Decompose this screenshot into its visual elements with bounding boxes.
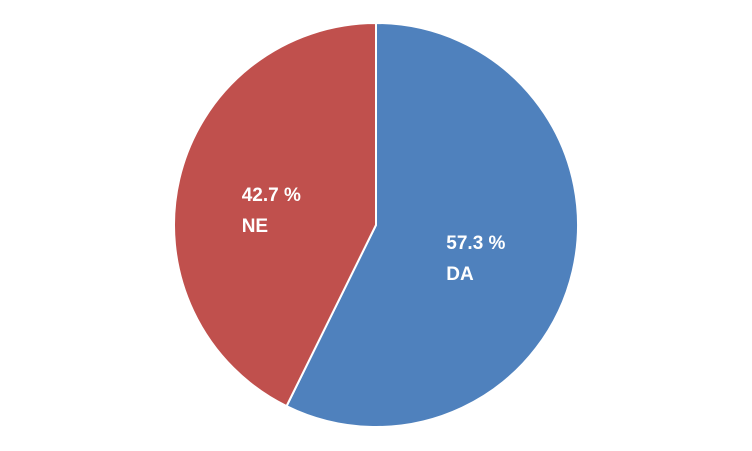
slice-category-label-ne: NE	[242, 216, 268, 237]
pie-slice-da	[285, 21, 579, 428]
slice-value-label-da: 57.3 %	[446, 233, 505, 254]
pie-slice-ne	[173, 21, 377, 408]
pie-labels: 57.3 % DA 42.7 % NE	[242, 185, 506, 285]
slice-category-label-da: DA	[446, 264, 474, 285]
slice-value-label-ne: 42.7 %	[242, 185, 301, 206]
pie-slices	[173, 21, 579, 428]
